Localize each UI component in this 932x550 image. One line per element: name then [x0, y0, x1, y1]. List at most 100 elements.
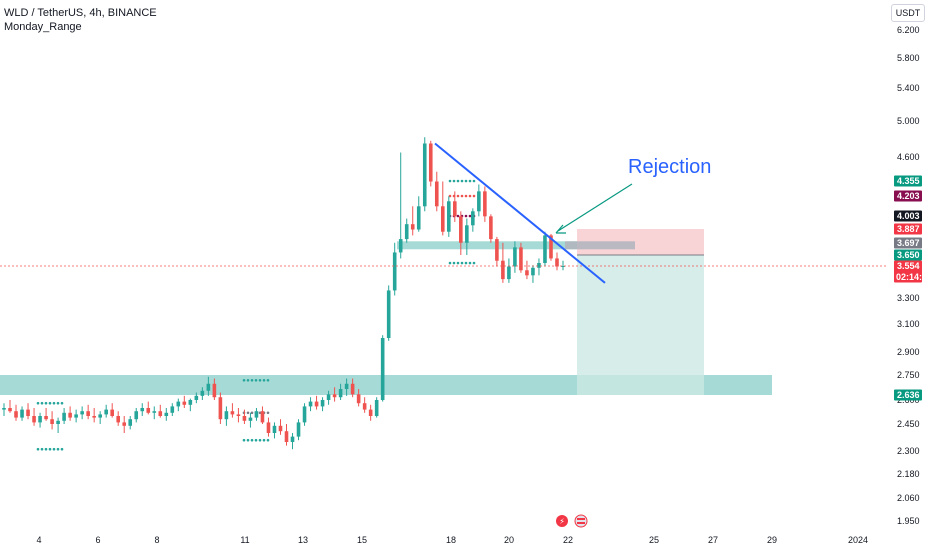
candle-body: [86, 411, 90, 416]
price-tick: 3.100: [897, 319, 920, 329]
range-dot: [469, 262, 472, 265]
candle-body: [429, 144, 433, 182]
candle-body: [273, 426, 277, 433]
axes-layer: 6.200 5.800 5.400 5.000 4.600 4.203 3.697 3.300…: [36, 25, 919, 545]
price-tick: 1.950: [897, 516, 920, 526]
candle-body: [489, 216, 493, 239]
range-dot: [453, 262, 456, 265]
candle-body: [146, 408, 150, 413]
candle-body: [285, 431, 289, 442]
currency-unit-button[interactable]: USDT: [891, 4, 925, 22]
range-dot: [449, 262, 452, 265]
range-dot: [37, 402, 40, 405]
candle-body: [249, 418, 253, 421]
candle-body: [435, 181, 439, 206]
zones-layer: [0, 229, 772, 395]
monday-low-dots: [243, 439, 270, 442]
range-dot: [457, 215, 460, 218]
range-dot: [473, 180, 476, 183]
candle-body: [50, 419, 54, 424]
price-tick: 2.450: [897, 419, 920, 429]
candle-body: [525, 270, 529, 275]
time-tick: 13: [298, 535, 308, 545]
price-badge: 3.697: [894, 238, 922, 249]
range-dot: [457, 262, 460, 265]
range-dot: [461, 262, 464, 265]
candle-body: [537, 263, 541, 268]
candle-body: [243, 416, 247, 421]
range-dot: [53, 448, 56, 451]
candle-body: [321, 400, 325, 406]
range-dot: [49, 448, 52, 451]
candle-body: [219, 397, 223, 419]
price-badge-label: 3.650: [897, 250, 920, 260]
candle-body: [74, 414, 78, 417]
candle-body: [405, 224, 409, 239]
candle-body: [134, 411, 138, 419]
range-dot: [57, 448, 60, 451]
symbol-title[interactable]: WLD / TetherUS, 4h, BINANCE: [4, 6, 157, 20]
range-dot: [255, 379, 258, 382]
range-dot: [247, 379, 250, 382]
candle-body: [267, 422, 271, 433]
rejection-label: Rejection: [628, 156, 711, 178]
us-flag-event-icon: [575, 515, 587, 527]
candle-body: [98, 414, 102, 417]
time-tick: 20: [504, 535, 514, 545]
range-dot: [465, 262, 468, 265]
range-dot: [251, 439, 254, 442]
range-dot: [263, 379, 266, 382]
price-tick: 5.800: [897, 53, 920, 63]
candle-body: [195, 396, 199, 400]
indicator-label[interactable]: Monday_Range: [4, 20, 157, 34]
range-dot: [465, 180, 468, 183]
price-tick: 2.060: [897, 493, 920, 503]
range-dot: [449, 180, 452, 183]
time-tick: 8: [154, 535, 159, 545]
time-tick: 18: [446, 535, 456, 545]
range-dot: [259, 379, 262, 382]
price-badge: 3.887: [894, 224, 922, 235]
price-tick: 2.180: [897, 469, 920, 479]
candle-body: [315, 402, 319, 407]
candle-body: [177, 402, 181, 407]
range-dot: [251, 379, 254, 382]
time-tick: 22: [563, 535, 573, 545]
range-dot: [469, 195, 472, 198]
price-badge: 2.636: [894, 390, 922, 401]
candle-body: [423, 144, 427, 207]
candle-body: [375, 400, 379, 416]
range-dot: [243, 439, 246, 442]
monday-mid-dots: [449, 195, 476, 198]
candle-body: [279, 426, 283, 431]
candle-body: [68, 413, 72, 418]
candle-body: [381, 338, 385, 400]
candle-body: [164, 413, 168, 416]
candle-body: [297, 422, 301, 436]
range-dot: [473, 195, 476, 198]
range-dot: [465, 215, 468, 218]
range-dot: [263, 439, 266, 442]
range-dot: [251, 412, 254, 415]
range-dot: [49, 402, 52, 405]
range-dot: [267, 379, 270, 382]
candle-body: [447, 201, 451, 231]
range-dot: [465, 195, 468, 198]
price-badge-label: 4.355: [897, 176, 920, 186]
time-tick: 11: [240, 535, 249, 545]
price-tick: 2.900: [897, 347, 920, 357]
monday-low-dots: [37, 448, 64, 451]
monday-high-dots: [449, 180, 476, 183]
candle-body: [495, 239, 499, 261]
candle-body: [477, 191, 481, 211]
monday-high-dots: [37, 402, 64, 405]
candle-body: [543, 235, 547, 263]
candle-body: [441, 206, 445, 231]
range-dot: [41, 448, 44, 451]
monday-low-dots: [449, 262, 476, 265]
range-dot: [247, 439, 250, 442]
candle-body: [291, 437, 295, 442]
candle-body: [128, 419, 132, 426]
candle-body: [158, 411, 162, 416]
